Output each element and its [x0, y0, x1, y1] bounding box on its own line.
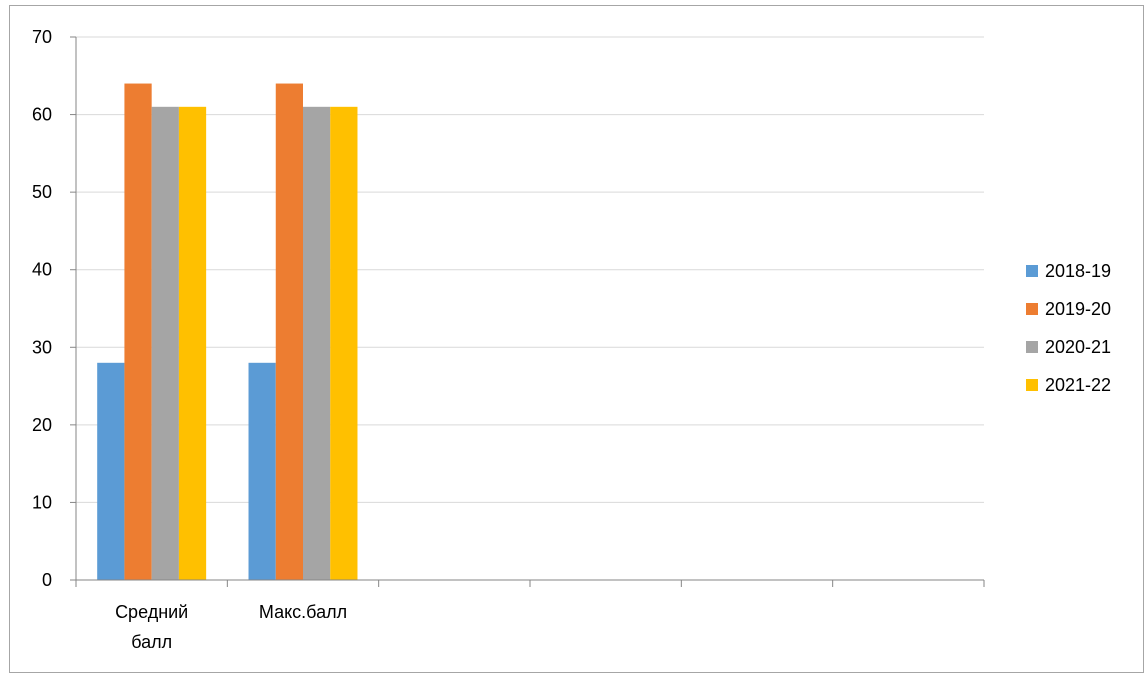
- x-tick-label: Макс.балл: [259, 602, 347, 622]
- y-tick-label: 30: [32, 337, 52, 357]
- bar-2021-22: [178, 106, 207, 581]
- bar-2021-22: [330, 106, 358, 581]
- bar-2018-19: [248, 362, 276, 580]
- legend-label: 2020-21: [1045, 337, 1111, 357]
- y-tick-label: 0: [42, 570, 52, 590]
- legend-swatch: [1026, 303, 1038, 315]
- bars: [97, 83, 358, 581]
- legend-swatch: [1026, 265, 1038, 277]
- bar-2018-19: [97, 362, 125, 580]
- y-tick-labels: 0 10 20 30 40 50 60 70: [32, 27, 52, 590]
- bar-2020-21: [303, 106, 331, 581]
- y-tick-label: 60: [32, 105, 52, 125]
- legend: 2018-19 2019-20 2020-21 2021-22: [1026, 261, 1111, 395]
- x-tick-labels: Средний балл Макс.балл: [115, 602, 347, 652]
- gridlines: [76, 36, 984, 503]
- bar-2019-20: [124, 83, 152, 581]
- bar-2019-20: [275, 83, 303, 581]
- y-tick-label: 10: [32, 492, 52, 512]
- legend-label: 2018-19: [1045, 261, 1111, 281]
- y-tick-label: 20: [32, 415, 52, 435]
- legend-label: 2019-20: [1045, 299, 1111, 319]
- bar-2020-21: [151, 106, 179, 581]
- axes: [70, 36, 985, 587]
- y-tick-label: 40: [32, 260, 52, 280]
- y-tick-label: 70: [32, 27, 52, 47]
- legend-label: 2021-22: [1045, 375, 1111, 395]
- y-tick-label: 50: [32, 182, 52, 202]
- x-tick-label: Средний: [115, 602, 188, 622]
- x-tick-label: балл: [131, 632, 172, 652]
- legend-swatch: [1026, 341, 1038, 353]
- legend-swatch: [1026, 379, 1038, 391]
